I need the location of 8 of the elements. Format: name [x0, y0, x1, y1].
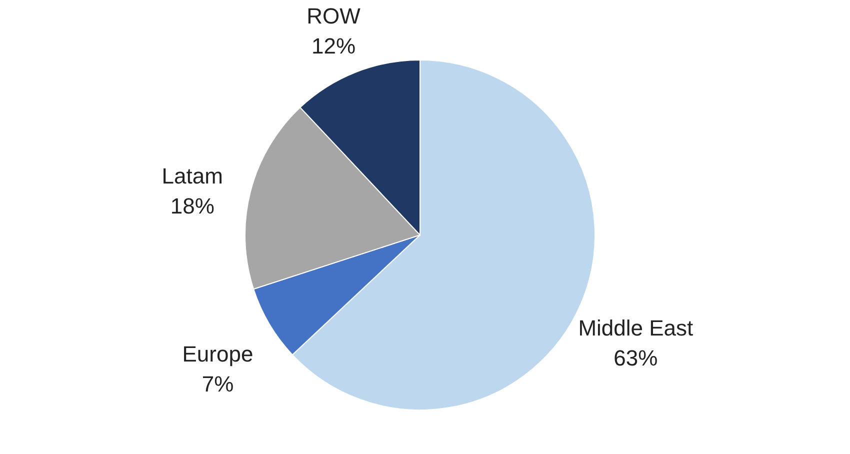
- slice-label: Latam: [162, 164, 223, 189]
- slice-label: ROW: [306, 4, 361, 29]
- slice-label: Europe: [182, 342, 254, 367]
- data-label: 7%: [202, 372, 234, 397]
- slice-label: Middle East: [578, 315, 694, 340]
- data-label: 63%: [614, 345, 658, 370]
- data-label: 12%: [311, 34, 356, 59]
- data-label: 18%: [170, 194, 214, 219]
